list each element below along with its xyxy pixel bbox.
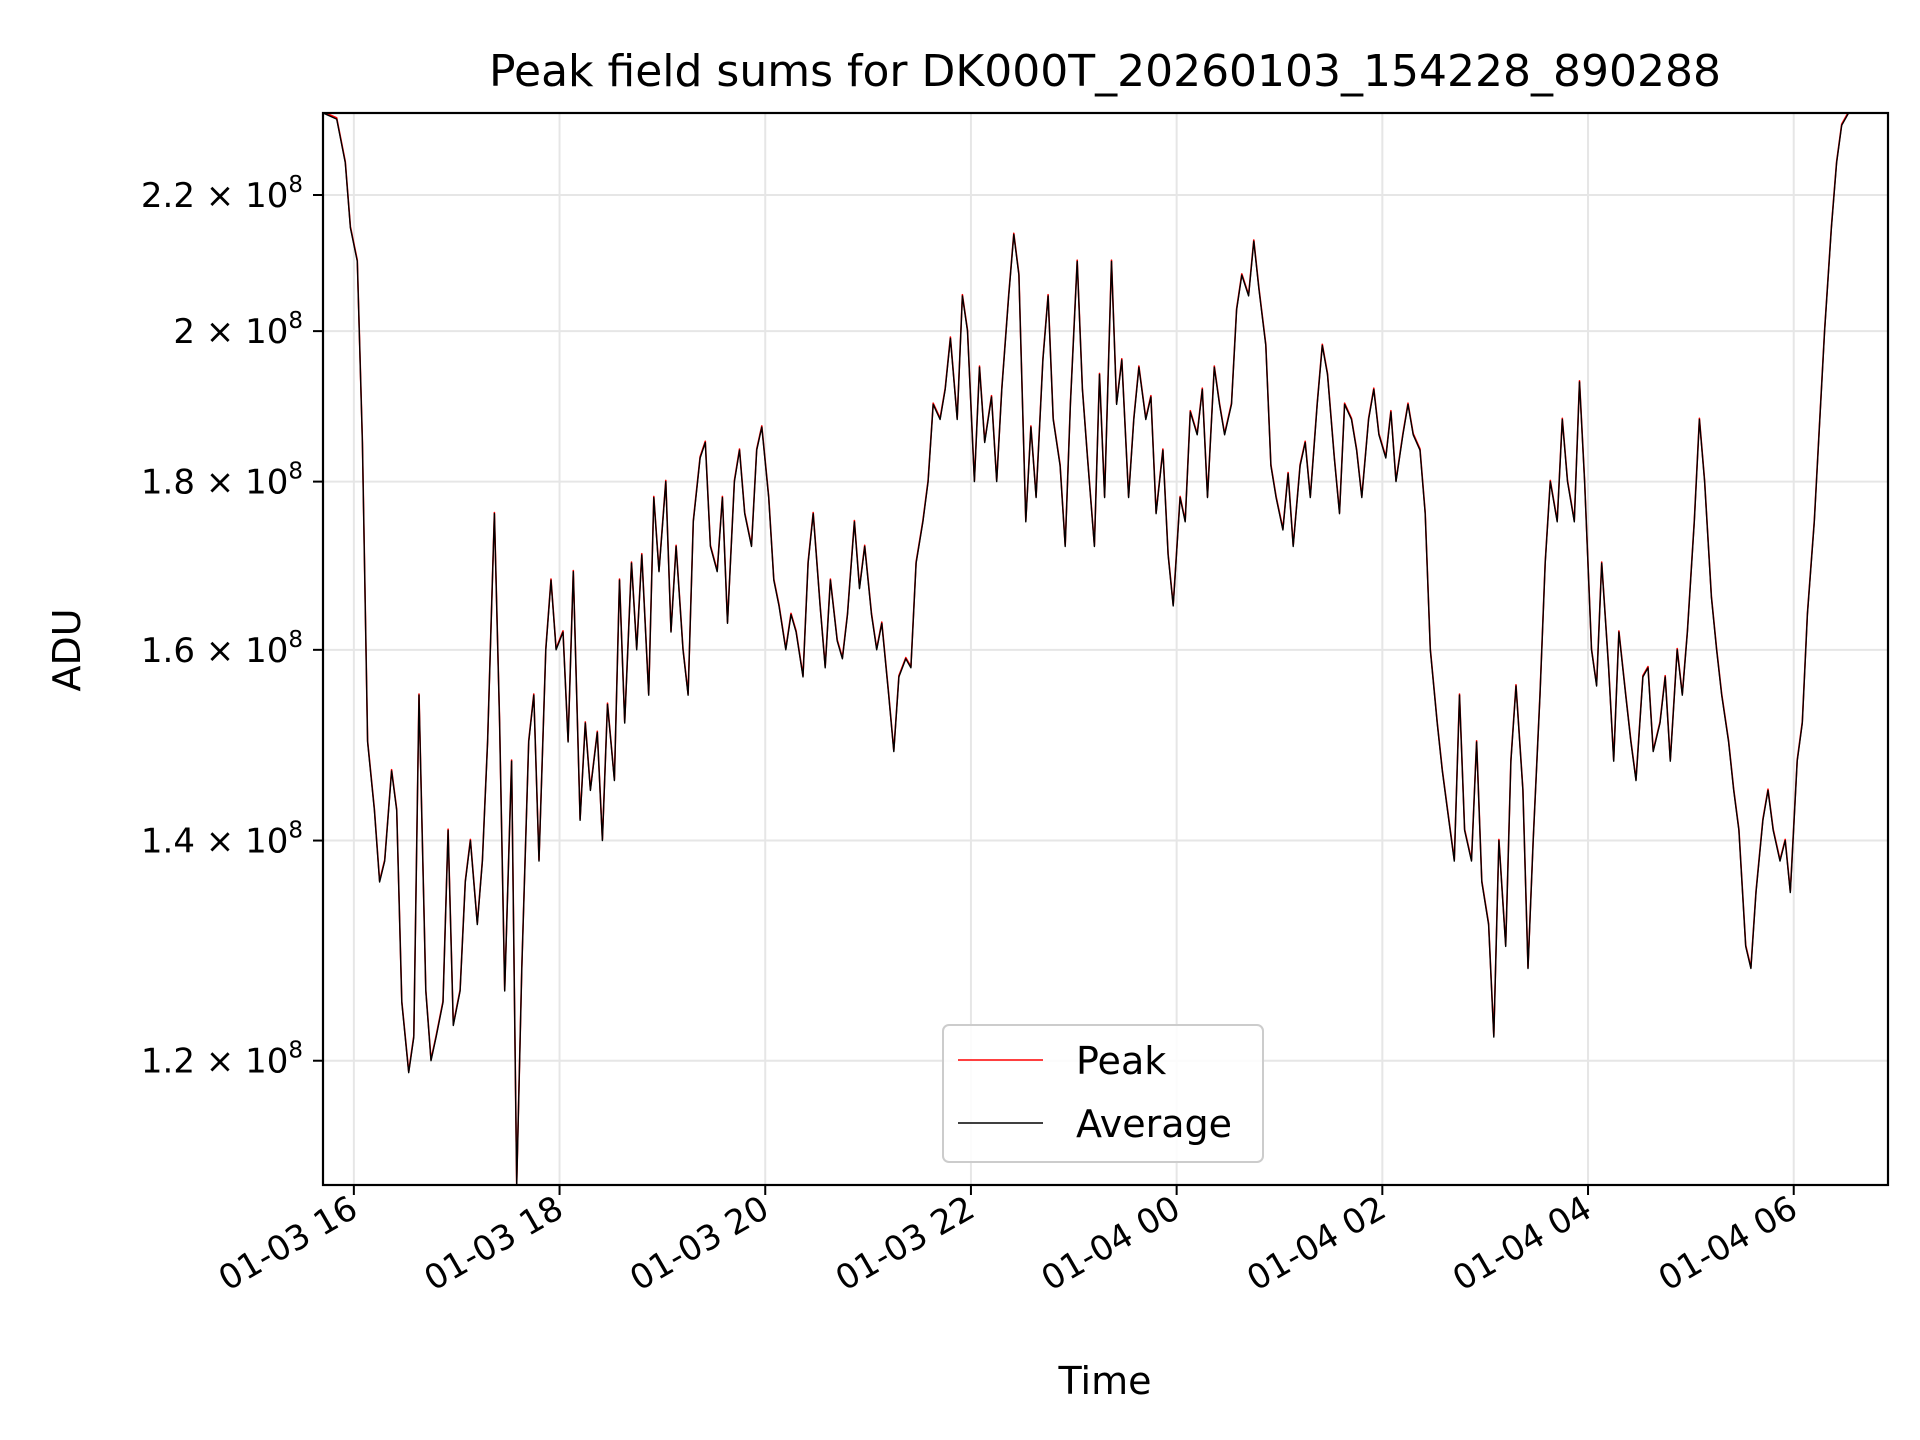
grid-lines xyxy=(323,113,1888,1185)
y-axis-label: ADU xyxy=(45,608,89,691)
legend-label-average: Average xyxy=(1076,1102,1232,1146)
chart-title: Peak field sums for DK000T_20260103_1542… xyxy=(489,46,1721,97)
y-tick-label: 2 × 108 xyxy=(173,308,303,352)
y-tick-label: 1.2 × 108 xyxy=(141,1038,303,1082)
x-axis-label: Time xyxy=(1058,1359,1152,1403)
y-tick-label: 1.4 × 108 xyxy=(141,818,303,862)
y-axis-ticks: 1.2 × 108 1.4 × 108 1.6 × 108 1.8 × 108 2 × … xyxy=(141,172,323,1082)
series-line-average xyxy=(323,113,1850,1185)
y-tick-label: 1.6 × 108 xyxy=(141,627,303,671)
series-lines xyxy=(323,113,1850,1185)
y-tick-label: 1.8 × 108 xyxy=(141,459,303,503)
legend-label-peak: Peak xyxy=(1076,1039,1166,1083)
legend: Peak Average xyxy=(942,1024,1264,1163)
y-tick-label: 2.2 × 108 xyxy=(141,172,303,216)
